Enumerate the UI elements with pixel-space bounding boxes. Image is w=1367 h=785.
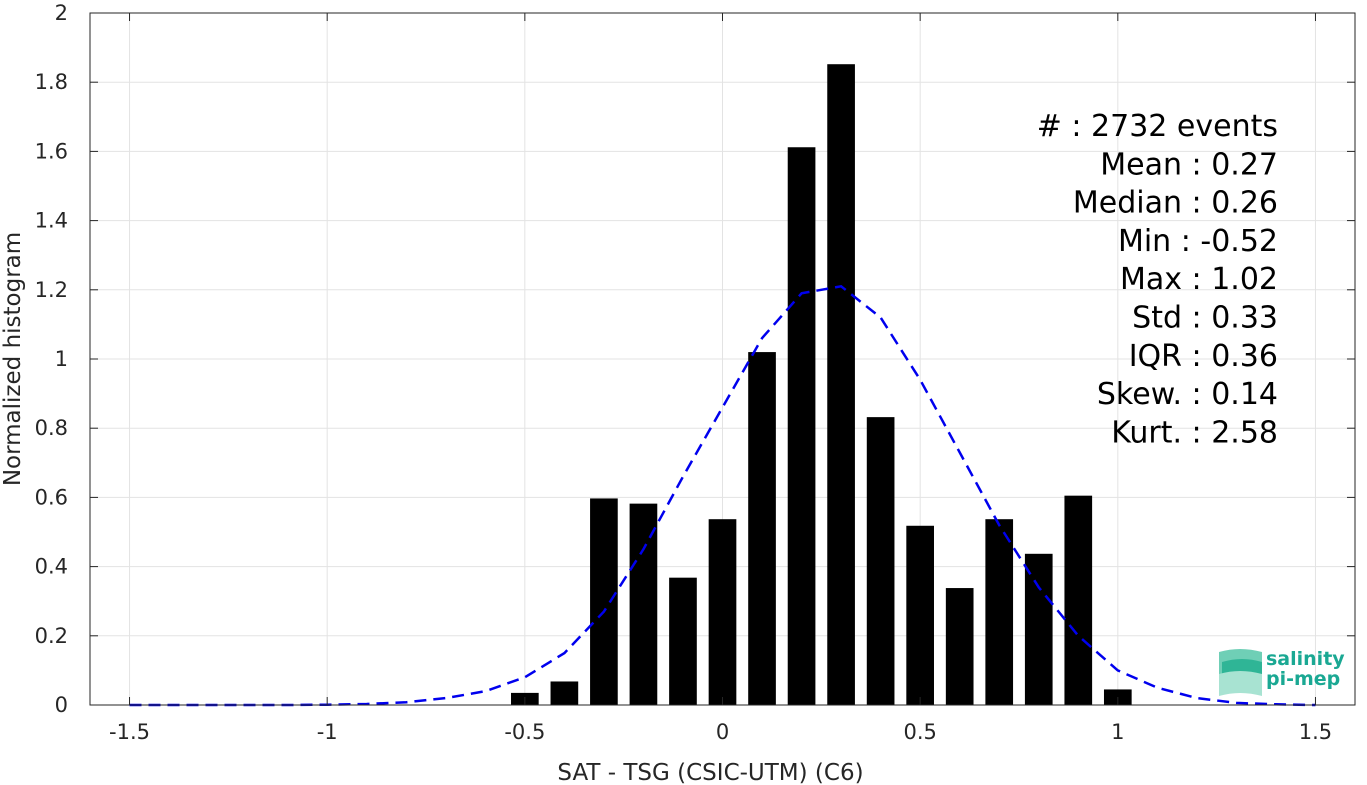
histogram-bar bbox=[708, 519, 737, 705]
x-tick-label: 1.5 bbox=[1299, 720, 1332, 744]
stat-line: Median : 0.26 bbox=[1073, 186, 1278, 221]
stat-text: Max : 1.02 bbox=[1120, 262, 1278, 297]
histogram-bar bbox=[629, 503, 658, 705]
y-tick-label: 1.6 bbox=[35, 139, 68, 163]
histogram-bar bbox=[590, 498, 618, 705]
y-tick-label: 0.4 bbox=[35, 555, 68, 579]
histogram-bar bbox=[906, 525, 934, 705]
x-axis-ticks: -1.5 -1 -0.5 0 0.5 1 1.5 bbox=[109, 13, 1332, 744]
stat-line: Kurt. : 2.58 bbox=[1111, 415, 1278, 450]
x-tick-label: 0.5 bbox=[903, 720, 936, 744]
histogram-bar bbox=[945, 588, 974, 705]
y-axis-label: Normalized histogram bbox=[0, 232, 26, 486]
stat-text: Skew. : 0.14 bbox=[1097, 377, 1278, 412]
y-tick-label: 0.2 bbox=[35, 624, 68, 648]
stat-line: IQR : 0.36 bbox=[1129, 339, 1278, 374]
stat-line: # : 2732 events bbox=[1037, 109, 1278, 144]
y-tick-label: 0.8 bbox=[35, 416, 68, 440]
x-axis-label: SAT - TSG (CSIC-UTM) (C6) bbox=[557, 760, 863, 785]
stat-text: Kurt. : 2.58 bbox=[1111, 415, 1278, 450]
histogram-bar bbox=[669, 577, 697, 705]
histogram-bars bbox=[511, 64, 1132, 706]
stat-line: Min : -0.52 bbox=[1118, 224, 1278, 259]
x-tick-label: 1 bbox=[1111, 720, 1124, 744]
x-tick-label: 0 bbox=[716, 720, 729, 744]
histogram-bar bbox=[748, 352, 776, 705]
y-tick-label: 0.6 bbox=[35, 485, 68, 509]
stat-text: IQR : 0.36 bbox=[1129, 339, 1278, 374]
x-tick-label: -1.5 bbox=[109, 720, 150, 744]
y-tick-label: 1.8 bbox=[35, 70, 68, 94]
histogram-bar bbox=[787, 147, 816, 706]
y-tick-label: 2 bbox=[55, 1, 68, 25]
stat-text: Std : 0.33 bbox=[1132, 301, 1278, 336]
stat-line: Mean : 0.27 bbox=[1100, 147, 1278, 182]
y-tick-label: 1 bbox=[55, 347, 68, 371]
gaussian-fit-curve bbox=[129, 284, 1316, 707]
salinity-pi-mep-logo: salinity pi-mep bbox=[1219, 648, 1345, 696]
stat-text: Median : 0.26 bbox=[1073, 186, 1278, 221]
x-tick-label: -0.5 bbox=[504, 720, 545, 744]
y-tick-label: 1.4 bbox=[35, 209, 68, 233]
stat-text: Min : -0.52 bbox=[1118, 224, 1278, 259]
stat-line: Max : 1.02 bbox=[1120, 262, 1278, 297]
x-tick-label: -1 bbox=[317, 720, 338, 744]
stat-text: Mean : 0.27 bbox=[1100, 147, 1278, 182]
histogram-bar bbox=[866, 417, 895, 705]
logo-waves-icon bbox=[1219, 649, 1262, 696]
stat-text: # : 2732 events bbox=[1037, 109, 1278, 144]
y-tick-label: 1.2 bbox=[35, 278, 68, 302]
y-axis-ticks: 0 0.2 0.4 0.6 0.8 1 1.2 1.4 1.6 1.8 2 bbox=[35, 1, 1355, 717]
stat-line: Std : 0.33 bbox=[1132, 301, 1278, 336]
logo-text-pi-mep: pi-mep bbox=[1266, 668, 1340, 690]
histogram-bar bbox=[985, 519, 1014, 705]
y-tick-label: 0 bbox=[55, 693, 68, 717]
histogram-bar bbox=[1024, 553, 1053, 705]
logo-text-salinity: salinity bbox=[1266, 648, 1345, 670]
stat-line: Skew. : 0.14 bbox=[1097, 377, 1278, 412]
histogram-bar bbox=[550, 681, 579, 705]
histogram-bar bbox=[1064, 495, 1093, 705]
histogram-bar bbox=[827, 64, 855, 705]
